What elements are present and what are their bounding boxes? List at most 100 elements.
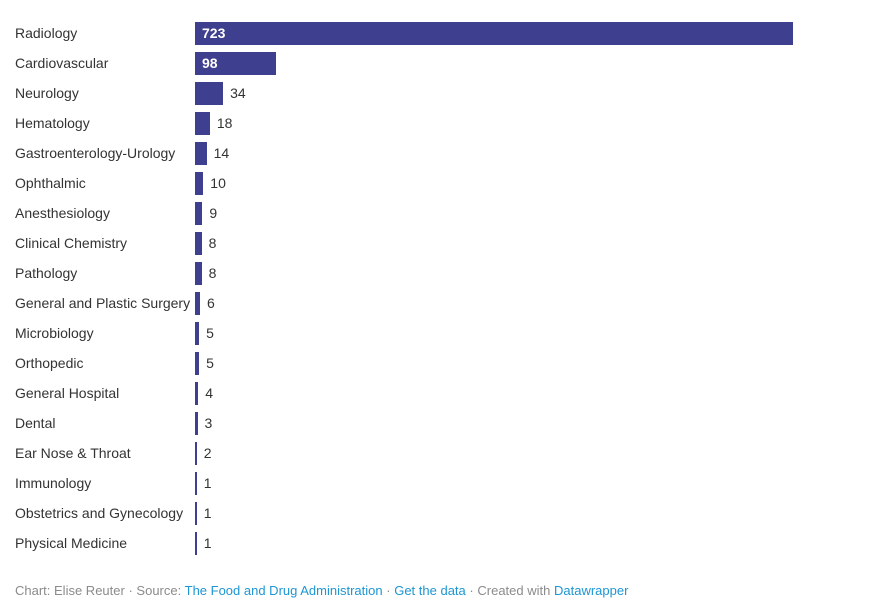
category-label: General and Plastic Surgery — [15, 295, 191, 311]
category-label: Ear Nose & Throat — [15, 445, 131, 461]
category-label: Radiology — [15, 25, 78, 41]
chart-row: Microbiology 5 — [0, 318, 871, 348]
category-label: General Hospital — [15, 385, 120, 401]
value-label: 3 — [204, 414, 213, 431]
chart-row: General and Plastic Surgery 6 — [0, 288, 871, 318]
bar — [195, 351, 200, 375]
category-label: Dental — [15, 415, 56, 431]
bar-track: 98 — [195, 51, 871, 75]
bar — [195, 501, 197, 525]
bar-track: 1 — [195, 501, 871, 525]
category-label: Ophthalmic — [15, 175, 86, 191]
category-label: Clinical Chemistry — [15, 235, 128, 251]
bar-track: 10 — [195, 171, 871, 195]
category-label: Anesthesiology — [15, 205, 110, 221]
chart-credit: Chart: Elise Reuter — [15, 583, 125, 598]
chart-rows: Radiology 723 Cardiovascular 98 Neurology 34 H… — [0, 18, 871, 558]
footer-separator: · — [469, 583, 474, 598]
value-label: 5 — [206, 354, 214, 371]
value-label: 1 — [203, 474, 212, 491]
value-label: 4 — [205, 384, 214, 401]
category-label: Pathology — [15, 265, 78, 281]
bar — [195, 531, 197, 555]
value-label: 1 — [203, 504, 212, 521]
bar — [195, 261, 202, 285]
bar — [195, 411, 198, 435]
category-label: Physical Medicine — [15, 535, 128, 551]
bar-track: 14 — [195, 141, 871, 165]
value-label: 10 — [210, 174, 226, 191]
value-label: 98 — [202, 54, 218, 71]
value-label: 8 — [208, 264, 217, 281]
chart-row: Radiology 723 — [0, 18, 871, 48]
bar — [195, 141, 207, 165]
category-label: Gastroenterology-Urology — [15, 145, 176, 161]
category-label: Neurology — [15, 85, 79, 101]
created-with-label: Created with — [477, 583, 551, 598]
value-label: 5 — [206, 324, 214, 341]
bar-track: 34 — [195, 81, 871, 105]
bar-track: 4 — [195, 381, 871, 405]
bar — [195, 81, 224, 105]
bar-track: 2 — [195, 441, 871, 465]
bar-track: 6 — [195, 291, 871, 315]
bar-track: 8 — [195, 261, 871, 285]
bar — [195, 321, 200, 345]
bar — [195, 231, 202, 255]
chart-row: General Hospital 4 — [0, 378, 871, 408]
bar-track: 1 — [195, 471, 871, 495]
chart-row: Ear Nose & Throat 2 — [0, 438, 871, 468]
category-label: Obstetrics and Gynecology — [15, 505, 184, 521]
category-label: Microbiology — [15, 325, 94, 341]
chart-row: Cardiovascular 98 — [0, 48, 871, 78]
value-label: 9 — [209, 204, 218, 221]
bar — [195, 51, 277, 75]
chart-row: Clinical Chemistry 8 — [0, 228, 871, 258]
bar-track: 5 — [195, 321, 871, 345]
bar-track: 5 — [195, 351, 871, 375]
value-label: 8 — [208, 234, 217, 251]
datawrapper-link[interactable]: Datawrapper — [553, 583, 629, 598]
bar — [195, 111, 210, 135]
bar-track: 18 — [195, 111, 871, 135]
source-link[interactable]: The Food and Drug Administration — [184, 583, 383, 598]
value-label: 6 — [207, 294, 215, 311]
bar-track: 1 — [195, 531, 871, 555]
footer-separator: · — [386, 583, 391, 598]
chart-row: Anesthesiology 9 — [0, 198, 871, 228]
chart-footer: Chart: Elise Reuter · Source: The Food a… — [0, 583, 871, 598]
bar — [195, 291, 200, 315]
bar — [195, 21, 793, 45]
bar — [195, 171, 204, 195]
chart-row: Pathology 8 — [0, 258, 871, 288]
chart-row: Immunology 1 — [0, 468, 871, 498]
chart-row: Physical Medicine 1 — [0, 528, 871, 558]
chart-row: Obstetrics and Gynecology 1 — [0, 498, 871, 528]
category-label: Cardiovascular — [15, 55, 109, 71]
chart-row: Orthopedic 5 — [0, 348, 871, 378]
value-label: 1 — [203, 534, 212, 551]
bar-track: 8 — [195, 231, 871, 255]
footer-separator: · — [128, 583, 133, 598]
bar-track: 3 — [195, 411, 871, 435]
category-label: Orthopedic — [15, 355, 84, 371]
bar — [195, 201, 203, 225]
value-label: 34 — [230, 84, 246, 101]
chart-row: Neurology 34 — [0, 78, 871, 108]
value-label: 14 — [213, 144, 230, 161]
chart-row: Gastroenterology-Urology 14 — [0, 138, 871, 168]
bar — [195, 471, 197, 495]
category-label: Immunology — [15, 475, 92, 491]
chart-row: Dental 3 — [0, 408, 871, 438]
bar-track: 9 — [195, 201, 871, 225]
value-label: 2 — [203, 444, 212, 461]
bar — [195, 381, 199, 405]
chart-row: Hematology 18 — [0, 108, 871, 138]
get-data-link[interactable]: Get the data — [394, 583, 466, 598]
value-label: 18 — [216, 114, 233, 131]
bar — [195, 441, 197, 465]
chart-row: Ophthalmic 10 — [0, 168, 871, 198]
category-label: Hematology — [15, 115, 90, 131]
value-label: 723 — [202, 24, 226, 41]
